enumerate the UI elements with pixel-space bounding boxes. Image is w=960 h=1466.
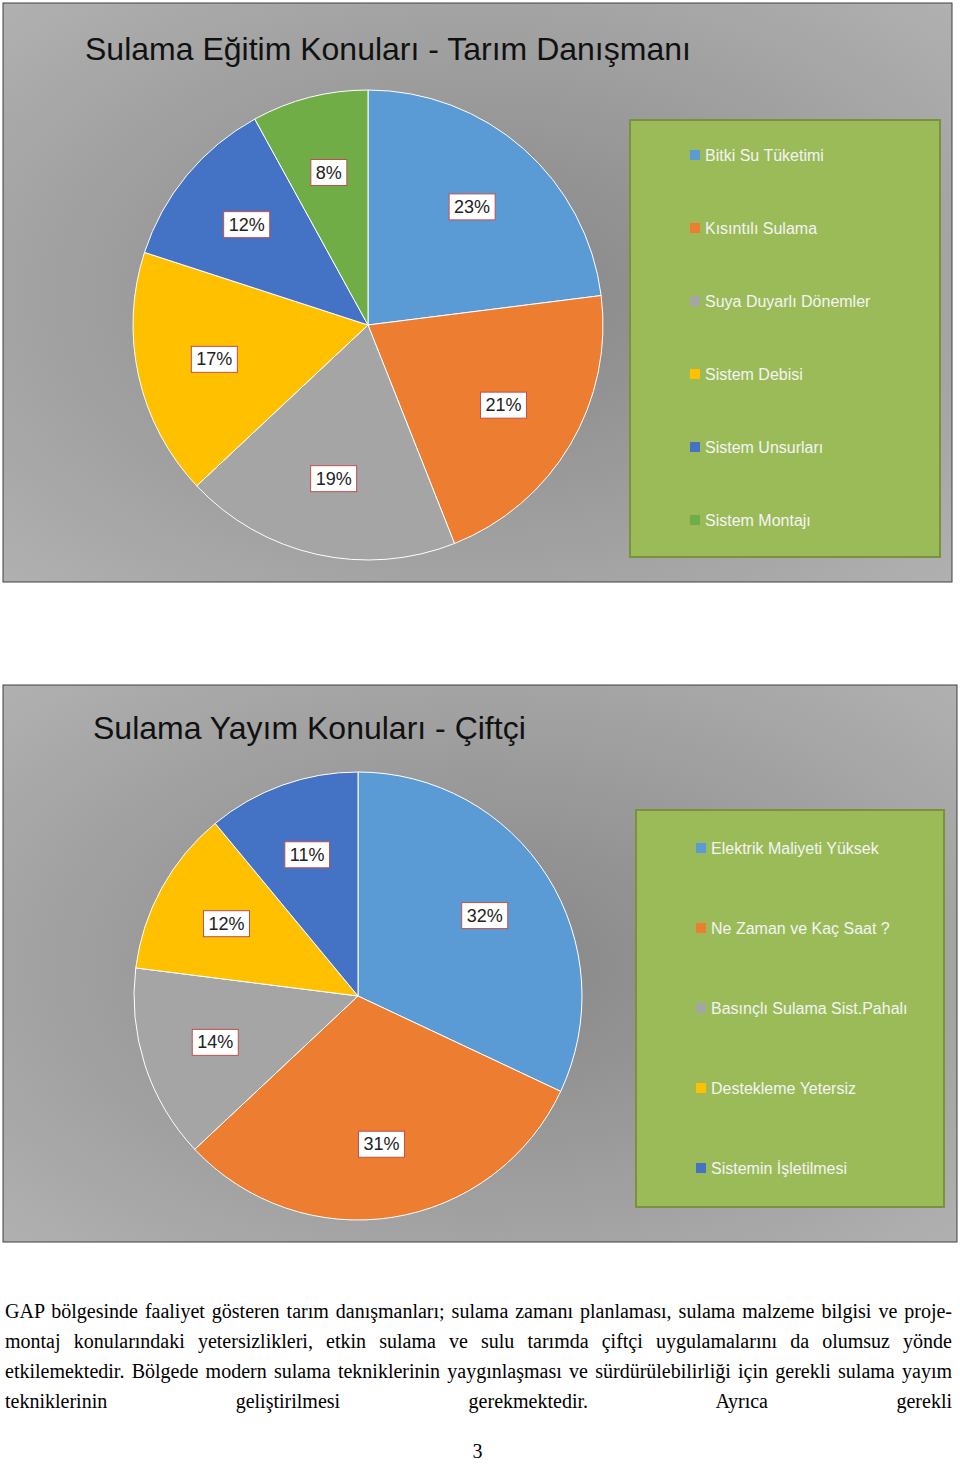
- legend-swatch: [696, 1003, 706, 1013]
- legend-swatch: [696, 923, 706, 933]
- data-label: 19%: [316, 469, 352, 489]
- data-label-box: [481, 392, 527, 418]
- data-label: 12%: [229, 215, 265, 235]
- chart-background: [3, 685, 957, 1242]
- legend: Bitki Su Tüketimi Kısıntılı Sulama Suya Du…: [630, 120, 940, 557]
- data-labels: 32% 31% 14% 12% 11%: [192, 842, 507, 1157]
- data-label-box: [462, 903, 508, 929]
- data-labels: 23% 21% 19% 17% 12% 8%: [191, 159, 526, 491]
- data-label-box: [285, 842, 330, 868]
- pie: [134, 772, 582, 1220]
- legend-swatch: [690, 442, 700, 452]
- legend-label: Sistem Debisi: [705, 366, 803, 383]
- data-label: 17%: [196, 349, 232, 369]
- legend-label: Sistem Unsurları: [705, 439, 823, 456]
- legend-swatch: [696, 843, 706, 853]
- page-number: 3: [0, 1440, 955, 1463]
- data-label-box: [224, 212, 270, 238]
- legend-label: Sistem Montajı: [705, 512, 811, 529]
- data-label-box: [311, 159, 347, 185]
- data-label-box: [192, 1029, 238, 1055]
- legend: Elektrik Maliyeti Yüksek Ne Zaman ve Kaç …: [636, 810, 944, 1207]
- chart-title: Sulama Eğitim Konuları - Tarım Danışmanı: [85, 31, 691, 67]
- data-label-box: [311, 466, 357, 492]
- data-label: 32%: [467, 906, 503, 926]
- pie-slice: [134, 968, 358, 1149]
- data-label-box: [191, 346, 237, 372]
- legend-swatch: [690, 515, 700, 525]
- legend-label: Bitki Su Tüketimi: [705, 147, 824, 164]
- data-label: 12%: [208, 914, 244, 934]
- chart-background: [3, 3, 952, 582]
- legend-swatch: [696, 1163, 706, 1173]
- legend-box: [636, 810, 944, 1207]
- legend-label: Sistemin İşletilmesi: [711, 1159, 847, 1177]
- legend-label: Elektrik Maliyeti Yüksek: [711, 840, 880, 857]
- legend-swatch: [690, 150, 700, 160]
- pie-slice: [215, 772, 358, 996]
- paragraph: GAP bölgesinde faaliyet gösteren tarım d…: [5, 1296, 952, 1416]
- chart: Sulama Yayım Konuları - Çiftçi 32% 31% 14% 1…: [3, 685, 957, 1242]
- pie: [133, 90, 603, 560]
- data-label: 8%: [316, 162, 342, 182]
- legend-swatch: [690, 369, 700, 379]
- legend-label: Suya Duyarlı Dönemler: [705, 293, 871, 310]
- legend-label: Basınçlı Sulama Sist.Pahalı: [711, 1000, 908, 1017]
- chart: Sulama Eğitim Konuları - Tarım Danışmanı…: [3, 3, 952, 582]
- legend-swatch: [696, 1083, 706, 1093]
- legend-swatch: [690, 296, 700, 306]
- data-label: 21%: [486, 395, 522, 415]
- data-label: 14%: [197, 1032, 233, 1052]
- legend-label: Kısıntılı Sulama: [705, 220, 817, 237]
- data-label-box: [203, 911, 249, 937]
- pie-slice: [255, 90, 368, 325]
- data-label-box: [358, 1131, 404, 1157]
- chart-title: Sulama Yayım Konuları - Çiftçi: [93, 710, 526, 746]
- pie-slice: [368, 90, 601, 325]
- legend-label: Ne Zaman ve Kaç Saat ?: [711, 920, 890, 937]
- legend-label: Destekleme Yetersiz: [711, 1080, 856, 1097]
- data-label: 11%: [290, 845, 325, 865]
- data-label: 23%: [454, 197, 490, 217]
- legend-box: [630, 120, 940, 557]
- data-label: 31%: [363, 1134, 399, 1154]
- legend-swatch: [690, 223, 700, 233]
- data-label-box: [449, 194, 495, 220]
